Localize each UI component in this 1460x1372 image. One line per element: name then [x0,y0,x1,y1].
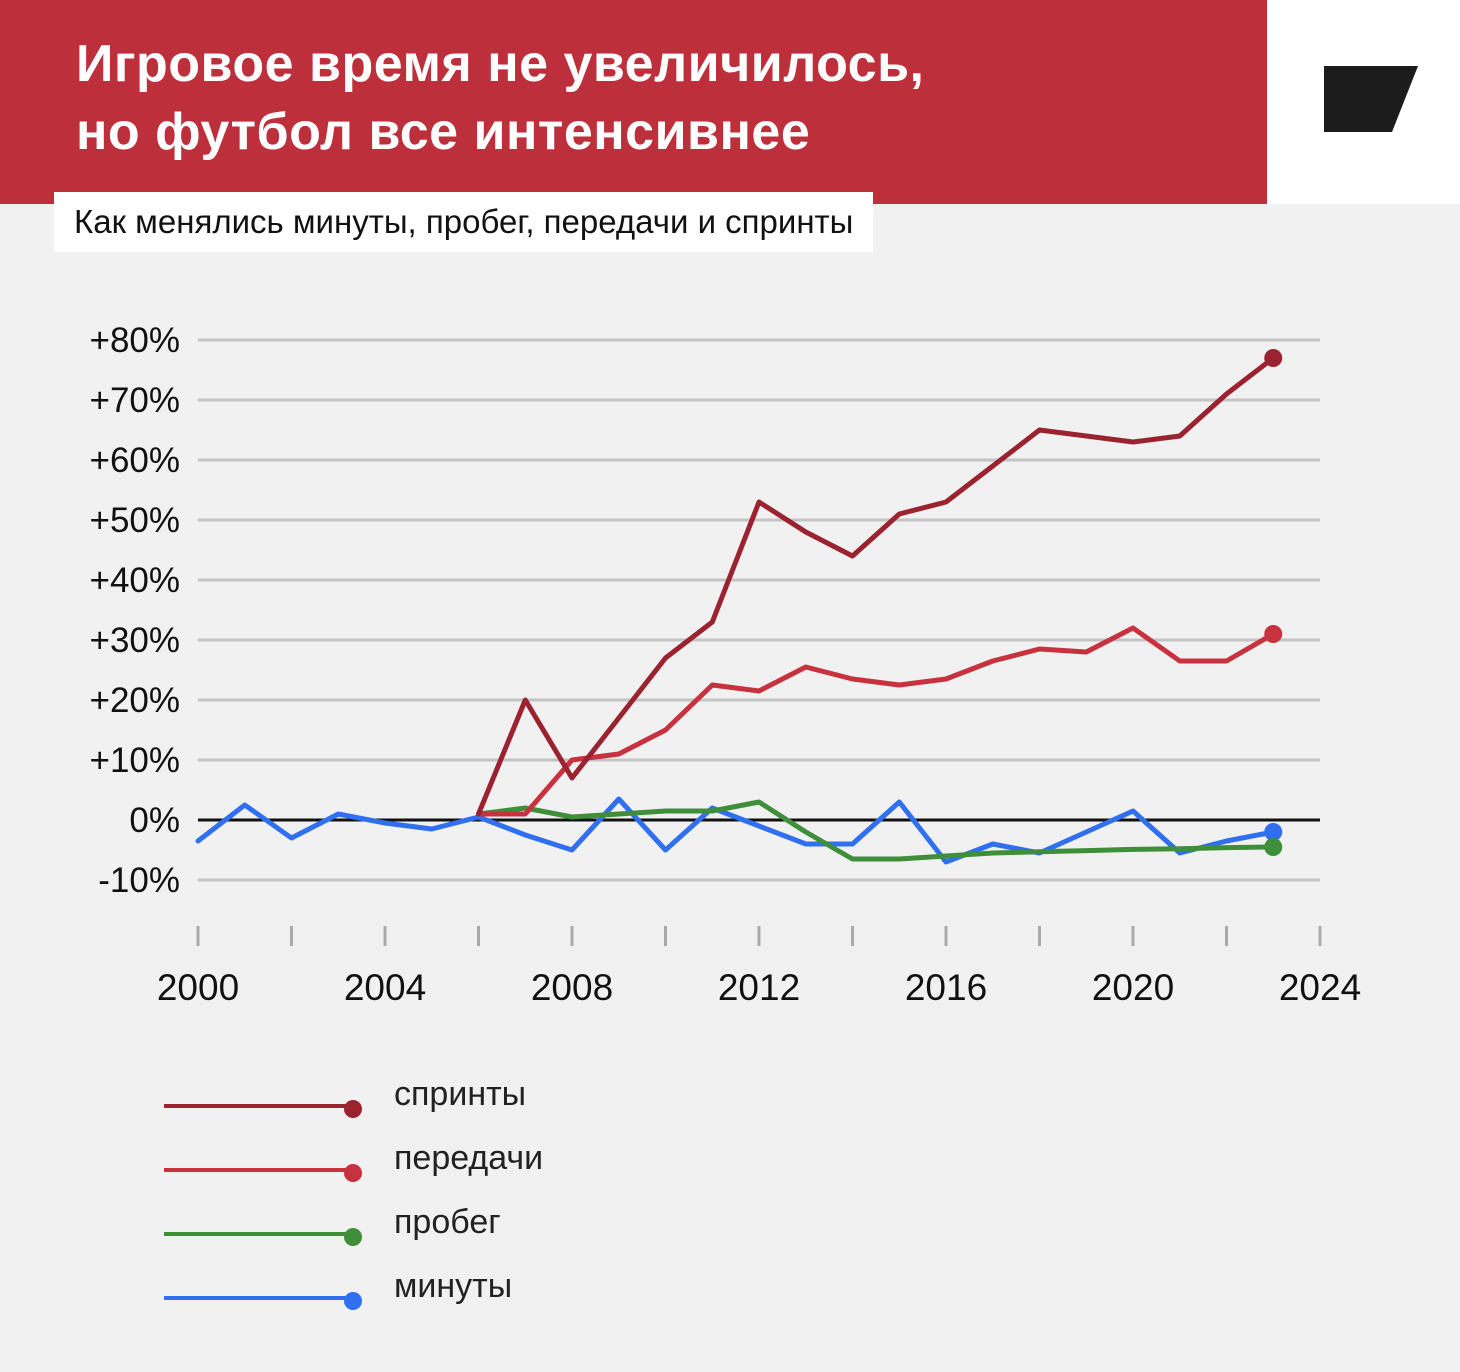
series-end-point [1264,349,1283,367]
legend-label: минуты [394,1267,513,1305]
y-tick-label: +10% [90,741,181,780]
page-title: Игровое время не увеличилось, но футбол … [76,30,925,166]
legend-swatch [160,1228,362,1246]
y-tick-label: +80% [90,321,181,360]
y-tick-label: 0% [129,801,180,840]
series-line [476,625,1276,817]
x-tick-label: 2000 [157,967,239,1008]
header-banner: Игровое время не увеличилось, но футбол … [0,0,1267,204]
x-tick-label: 2012 [718,967,800,1008]
chart-subtitle: Как менялись минуты, пробег, передачи и … [54,192,874,252]
y-tick-label: +30% [90,621,181,660]
legend-label: передачи [394,1139,544,1177]
legend-label: пробег [394,1203,501,1241]
legend-dot [344,1100,362,1118]
series-line [476,799,1276,862]
legend-dot [344,1292,362,1310]
y-tick-label: +40% [90,561,181,600]
legend-dot [344,1164,362,1182]
y-tick-label: +70% [90,381,181,420]
y-tick-label: +20% [90,681,181,720]
series-end-point [1264,625,1283,643]
series-line [476,355,1276,817]
legend-swatch [160,1164,362,1182]
series-end-point [1264,838,1283,856]
y-tick-label: +50% [90,501,181,540]
legend-label: спринты [394,1075,527,1113]
legend-swatch [160,1292,362,1310]
x-tick-label: 2008 [531,967,613,1008]
title-line-1: Игровое время не увеличилось, [76,35,925,93]
legend-line [164,1296,354,1300]
legend-swatch [160,1100,362,1118]
legend-line [164,1104,354,1108]
logo-box [1267,0,1460,204]
x-tick-label: 2020 [1092,967,1174,1008]
brand-logo-icon [1324,66,1418,132]
x-tick-label: 2024 [1279,967,1361,1008]
y-tick-label: -10% [98,861,180,900]
series-end-point [1264,823,1283,841]
x-tick-label: 2016 [905,967,987,1008]
legend-line [164,1168,354,1172]
legend-dot [344,1228,362,1246]
legend-line [164,1232,354,1236]
x-tick-label: 2004 [344,967,426,1008]
y-tick-label: +60% [90,441,181,480]
title-line-2: но футбол все интенсивнее [76,103,811,161]
series-line [195,796,1276,865]
